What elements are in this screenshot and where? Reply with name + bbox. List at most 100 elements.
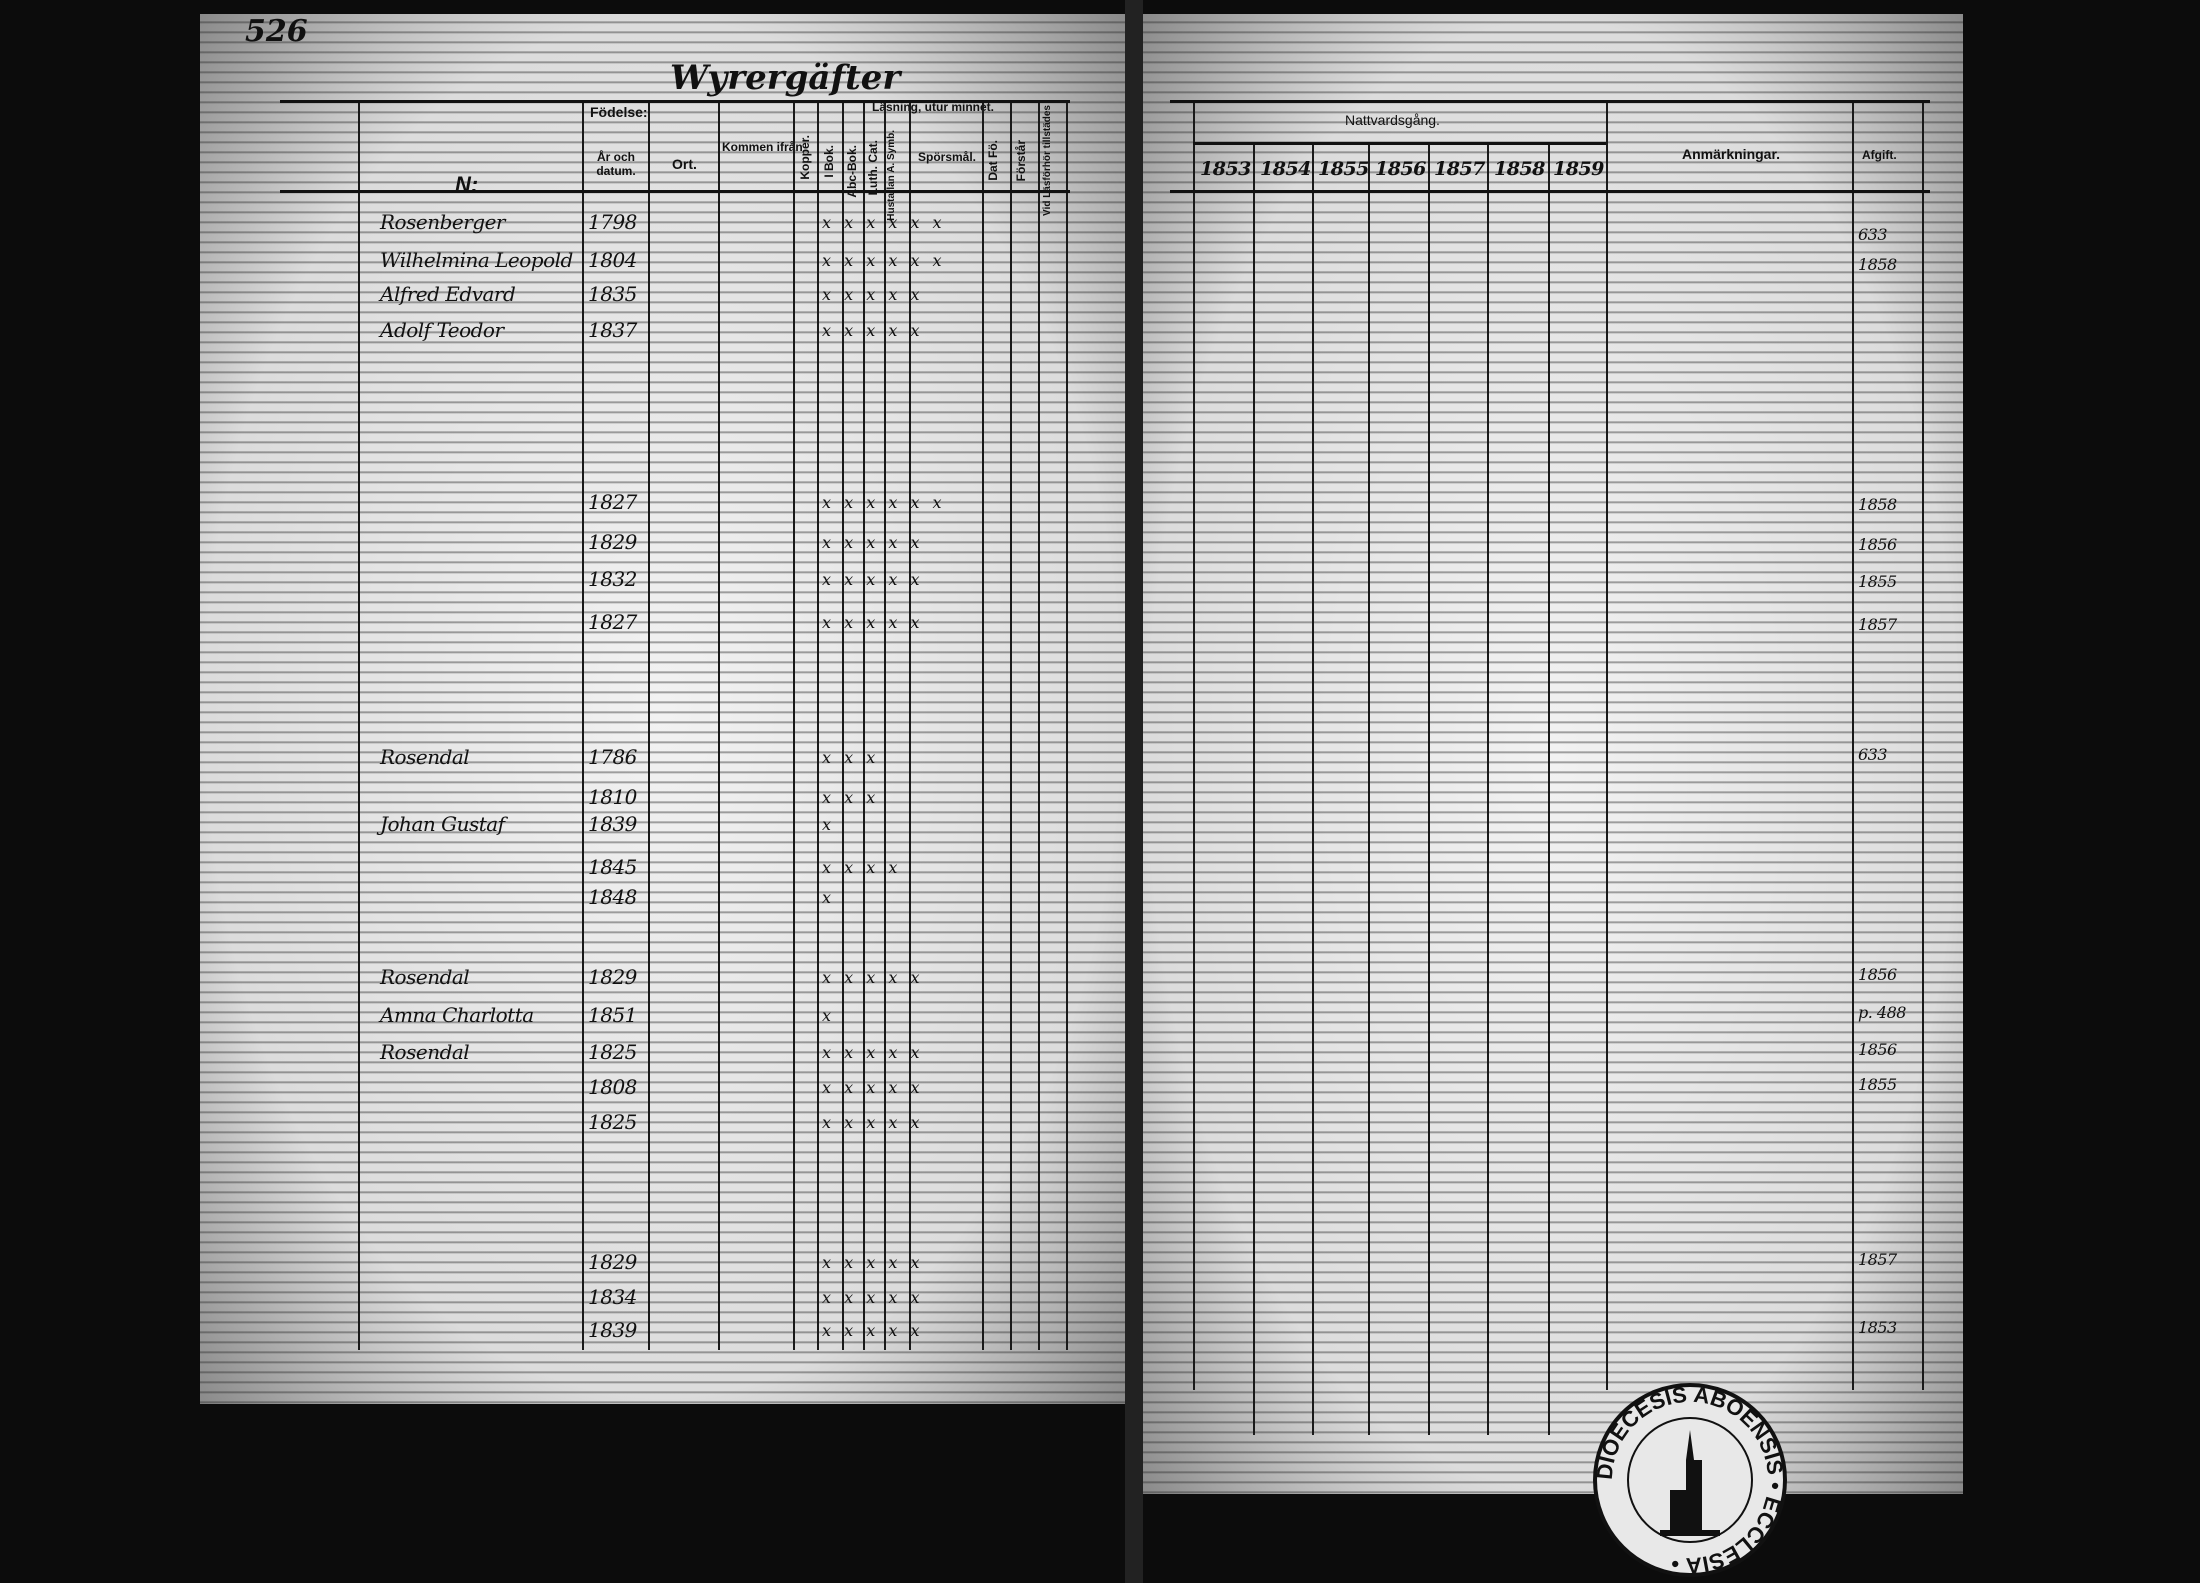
column-rule [1368, 145, 1370, 1435]
row-birth-year: 1798 [588, 210, 637, 234]
row-birth-year: 1825 [588, 1040, 637, 1064]
header-vid-lasforhor: Vid Läsförhör tillstädes [1042, 105, 1053, 216]
column-rule [1312, 145, 1314, 1435]
afgift-entry: 1858 [1858, 255, 1897, 274]
column-rule [1852, 100, 1854, 1390]
column-rule [863, 100, 865, 1350]
row-name: Rosendal [380, 1040, 470, 1064]
row-birth-year: 1810 [588, 785, 637, 809]
row-birth-year: 1832 [588, 567, 637, 591]
column-rule [1428, 145, 1430, 1435]
row-name: Amna Charlotta [380, 1003, 534, 1027]
book-gutter [1125, 0, 1143, 1583]
header-departure: Afgift. [1862, 148, 1897, 162]
row-reading-marks: x x x x x [822, 321, 920, 340]
row-birth-year: 1786 [588, 745, 637, 769]
column-rule [1193, 100, 1195, 1390]
header-i-bok: I Bok. [822, 145, 836, 178]
column-rule [1548, 145, 1550, 1435]
row-birth-year: 1839 [588, 812, 637, 836]
column-rule [1606, 100, 1608, 1390]
row-reading-marks: x x x x x [822, 285, 920, 304]
communion-year-1858: 1858 [1494, 158, 1545, 180]
header-rule [1193, 142, 1606, 145]
header-rule [280, 100, 1070, 103]
afgift-entry: 1858 [1858, 495, 1897, 514]
header-rule [1170, 190, 1930, 193]
column-rule [718, 100, 720, 1350]
header-remarks: Anmärkningar. [1682, 146, 1781, 162]
row-birth-year: 1835 [588, 282, 637, 306]
communion-year-1855: 1855 [1318, 158, 1369, 180]
header-dat-fo: Dat Fö. [986, 140, 1000, 181]
row-reading-marks: x x x x [822, 858, 898, 877]
header-hustafla: Hustaflan A. Symb. [886, 130, 897, 221]
afgift-entry: 1856 [1858, 535, 1897, 554]
row-name: Wilhelmina Leopold [380, 248, 573, 272]
row-reading-marks: x x x x x [822, 1253, 920, 1272]
communion-year-1859: 1859 [1553, 158, 1604, 180]
communion-year-1853: 1853 [1200, 158, 1251, 180]
row-reading-marks: x x x x x x [822, 213, 942, 232]
column-rule [1253, 145, 1255, 1435]
row-reading-marks: x [822, 1006, 832, 1025]
column-rule [817, 100, 819, 1350]
afgift-entry: 1853 [1858, 1318, 1897, 1337]
column-rule [884, 100, 886, 1350]
afgift-entry: 1856 [1858, 1040, 1897, 1059]
column-rule [982, 100, 984, 1350]
header-smallpox: Kopper. [798, 135, 812, 180]
row-reading-marks: x x x x x x [822, 251, 942, 270]
row-reading-marks: x x x x x [822, 1043, 920, 1062]
row-reading-marks: x x x x x [822, 533, 920, 552]
row-name: Johan Gustaf [380, 812, 505, 836]
header-came-from: Kommen ifrån [722, 140, 803, 154]
column-rule [842, 100, 844, 1350]
afgift-entry: 633 [1858, 225, 1888, 244]
row-birth-year: 1825 [588, 1110, 637, 1134]
row-reading-marks: x x x x x [822, 570, 920, 589]
header-birth-place: Ort. [672, 156, 697, 172]
header-sporsmal: Spörsmål. [918, 150, 977, 164]
row-birth-year: 1839 [588, 1318, 637, 1342]
row-reading-marks: x x x x x [822, 968, 920, 987]
header-communion: Nattvardsgång. [1345, 112, 1440, 128]
row-name: Rosenberger [380, 210, 505, 234]
row-birth-year: 1851 [588, 1003, 637, 1027]
column-rule [582, 100, 584, 1350]
diocese-stamp: DIOECESIS ABOENSIS • ECCLESIA • [1592, 1382, 1788, 1578]
row-name: Rosendal [380, 965, 470, 989]
row-birth-year: 1829 [588, 1250, 637, 1274]
column-rule [1487, 145, 1489, 1435]
row-birth-year: 1829 [588, 965, 637, 989]
row-reading-marks: x x x x x [822, 613, 920, 632]
header-forstar: Förstår [1014, 140, 1028, 182]
row-birth-year: 1829 [588, 530, 637, 554]
row-birth-year: 1848 [588, 885, 637, 909]
row-reading-marks: x x x x x [822, 1078, 920, 1097]
afgift-entry: 1857 [1858, 1250, 1897, 1269]
header-rule [280, 190, 1070, 193]
column-rule [1010, 100, 1012, 1350]
communion-year-1854: 1854 [1260, 158, 1311, 180]
column-rule [793, 100, 795, 1350]
row-birth-year: 1804 [588, 248, 637, 272]
left-page [200, 14, 1125, 1404]
row-reading-marks: x x x [822, 748, 876, 767]
column-rule [358, 100, 360, 1350]
register-title: Wyrergäfter [670, 58, 901, 98]
afgift-entry: 633 [1858, 745, 1888, 764]
row-reading-marks: x [822, 815, 832, 834]
row-reading-marks: x x x x x [822, 1321, 920, 1340]
row-name: Rosendal [380, 745, 470, 769]
column-rule [1922, 100, 1924, 1390]
afgift-entry: p. 488 [1858, 1003, 1906, 1022]
row-name: Adolf Teodor [380, 318, 504, 342]
header-birth: Födelse: [590, 104, 648, 120]
communion-year-1857: 1857 [1434, 158, 1485, 180]
header-rule [1170, 100, 1930, 103]
row-reading-marks: x x x x x x [822, 493, 942, 512]
afgift-entry: 1855 [1858, 572, 1897, 591]
row-birth-year: 1834 [588, 1285, 637, 1309]
column-rule [648, 100, 650, 1350]
